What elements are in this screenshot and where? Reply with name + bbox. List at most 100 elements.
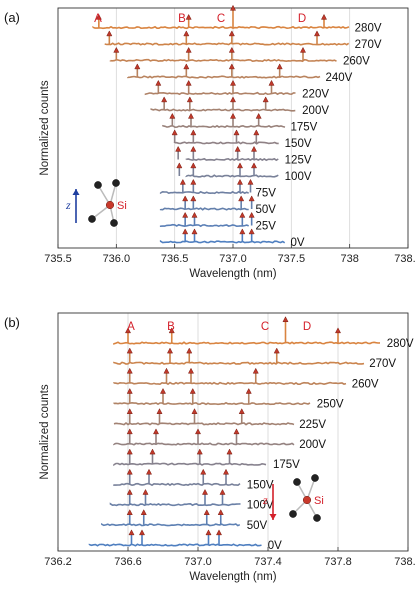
peak-marker [155, 79, 162, 86]
x-tick-label: 737.8 [324, 556, 352, 568]
voltage-label: 220V [302, 89, 329, 101]
peak-marker [228, 30, 235, 37]
peak-marker [138, 529, 146, 536]
peak-marker [217, 509, 224, 515]
peak-marker [186, 347, 193, 354]
peak-marker [233, 129, 240, 136]
peak-marker [182, 195, 189, 202]
peak-marker [273, 347, 280, 354]
panel-label: (b) [4, 315, 20, 330]
inset-molecule: z Si [262, 474, 324, 522]
peak-marker [187, 112, 195, 119]
peak-marker [236, 178, 244, 185]
spectrum-line [185, 174, 279, 178]
peak-marker [247, 178, 254, 185]
carbon-atom [313, 514, 321, 522]
peak-label-b: B [178, 13, 186, 25]
x-tick-label: 738.2 [394, 556, 415, 568]
spectrum-line [101, 523, 241, 527]
spectrum-line [113, 442, 295, 446]
voltage-label: 125V [285, 155, 312, 167]
carbon-atom [88, 215, 96, 223]
peak-marker [191, 408, 198, 414]
peak-marker [253, 129, 260, 136]
voltage-label: 270V [355, 39, 382, 51]
peak-label-c: C [261, 321, 269, 333]
carbon-atom [94, 181, 102, 189]
peak-marker [140, 509, 147, 515]
voltage-label: 270V [369, 358, 396, 370]
peak-marker [126, 488, 133, 495]
voltage-label: 150V [247, 479, 274, 491]
peak-marker [166, 347, 174, 354]
si-atom [105, 200, 115, 210]
y-axis-label: Normalized counts [39, 80, 51, 175]
peak-marker [191, 211, 198, 218]
peak-marker [95, 13, 102, 20]
voltage-label: 175V [291, 122, 318, 134]
carbon-atom [311, 474, 319, 482]
peak-marker [200, 468, 207, 475]
peak-marker [248, 195, 255, 202]
carbon-atom [112, 179, 120, 187]
si-label: Si [314, 495, 324, 507]
plot-frame [57, 312, 409, 552]
peak-marker [183, 63, 190, 70]
voltage-label: 200V [299, 439, 326, 451]
spectrum-line [159, 207, 249, 211]
voltage-label: 200V [302, 105, 329, 117]
spectrum-line [104, 42, 350, 46]
peak-label-a: A [94, 13, 102, 25]
panel-b: (b) 736.2 736.6 737.0 737.4 737.8 738.2 Wavelen… [4, 312, 415, 583]
peak-marker [126, 468, 133, 475]
spectrum-line [162, 124, 286, 129]
peak-marker [233, 428, 240, 435]
panel-a: (a) 735.5 736.0 736.5 737.0 737.5 738 738.5 Wave… [4, 4, 415, 280]
peak-marker [187, 367, 195, 374]
x-tick-label: 737.4 [254, 556, 282, 568]
peak-marker [226, 448, 233, 455]
peak-marker [203, 509, 210, 515]
peak-marker [185, 79, 192, 86]
peak-marker [179, 178, 186, 185]
peak-marker [126, 367, 133, 374]
spectrum-line [113, 401, 311, 406]
peak-marker [250, 162, 258, 169]
si-label: Si [117, 200, 127, 212]
peak-marker [168, 327, 175, 334]
z-axis-label: z [262, 493, 268, 507]
spectrum-line [173, 141, 279, 145]
peak-label-a: A [127, 321, 135, 333]
voltage-label: 0V [291, 237, 305, 249]
peak-marker [334, 327, 342, 334]
x-tick-label: 735.5 [44, 253, 72, 265]
x-tick-label: 737.5 [278, 253, 306, 265]
peak-marker [201, 488, 209, 495]
x-tick-label: 738.5 [394, 253, 415, 265]
voltage-label: 50V [247, 520, 268, 532]
peak-marker [190, 162, 197, 169]
z-arrow-head [269, 514, 277, 520]
carbon-atom [293, 478, 301, 486]
peak-marker [190, 145, 197, 152]
peak-marker [183, 30, 190, 37]
voltage-label: 280V [387, 338, 414, 350]
voltage-label: 75V [256, 188, 277, 200]
inset-molecule: z Si [65, 179, 127, 227]
peak-label-d: D [303, 321, 311, 333]
si-atom [302, 495, 312, 505]
peak-marker [320, 13, 328, 20]
voltage-label: 100V [285, 171, 312, 183]
peak-marker [156, 408, 163, 414]
peak-marker [124, 327, 132, 334]
spectrum-line [88, 543, 262, 547]
peak-marker [145, 468, 153, 475]
voltage-label: 240V [326, 72, 353, 84]
peak-marker [239, 228, 246, 235]
peak-marker [229, 96, 237, 103]
peak-marker [190, 178, 197, 185]
spectrum-line [127, 75, 321, 79]
spectrum-line [113, 421, 295, 426]
x-tick-label: 736.0 [103, 253, 131, 265]
